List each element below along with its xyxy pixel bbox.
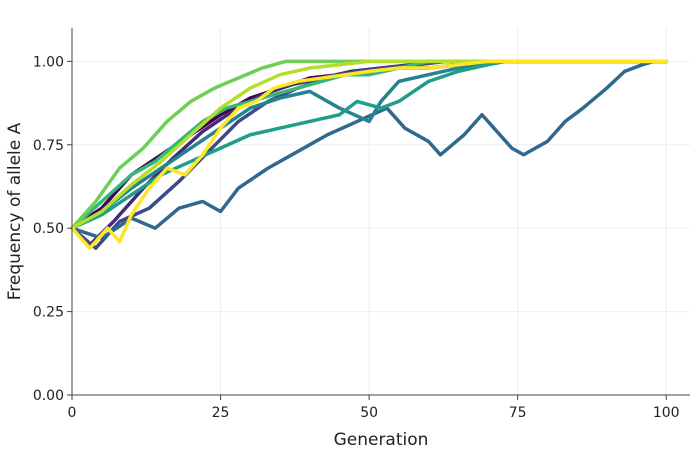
y-tick-label: 0.75 [33,138,64,154]
axes [67,28,690,400]
y-tick-label: 1.00 [33,54,64,70]
y-tick-label: 0.25 [33,305,64,321]
x-tick-label: 100 [653,405,680,421]
series-line-5 [70,59,668,230]
grid-lines [72,28,690,395]
series-line-9 [70,59,668,230]
y-axis-title: Frequency of allele A [5,122,25,300]
series-line-10 [70,59,668,250]
y-tick-label: 0.50 [33,221,64,237]
series-line-8 [70,59,668,230]
y-tick-label: 0.00 [33,388,64,404]
x-tick-label: 75 [509,405,527,421]
x-axis-title: Generation [334,430,429,450]
x-tick-label: 0 [68,405,77,421]
x-tick-label: 25 [212,405,230,421]
series-line-4 [70,59,668,240]
series-lines [70,59,668,250]
x-tick-label: 50 [360,405,378,421]
tick-labels: 0 25 50 75 100 0.00 0.25 0.50 0.75 1.00 [33,54,680,421]
